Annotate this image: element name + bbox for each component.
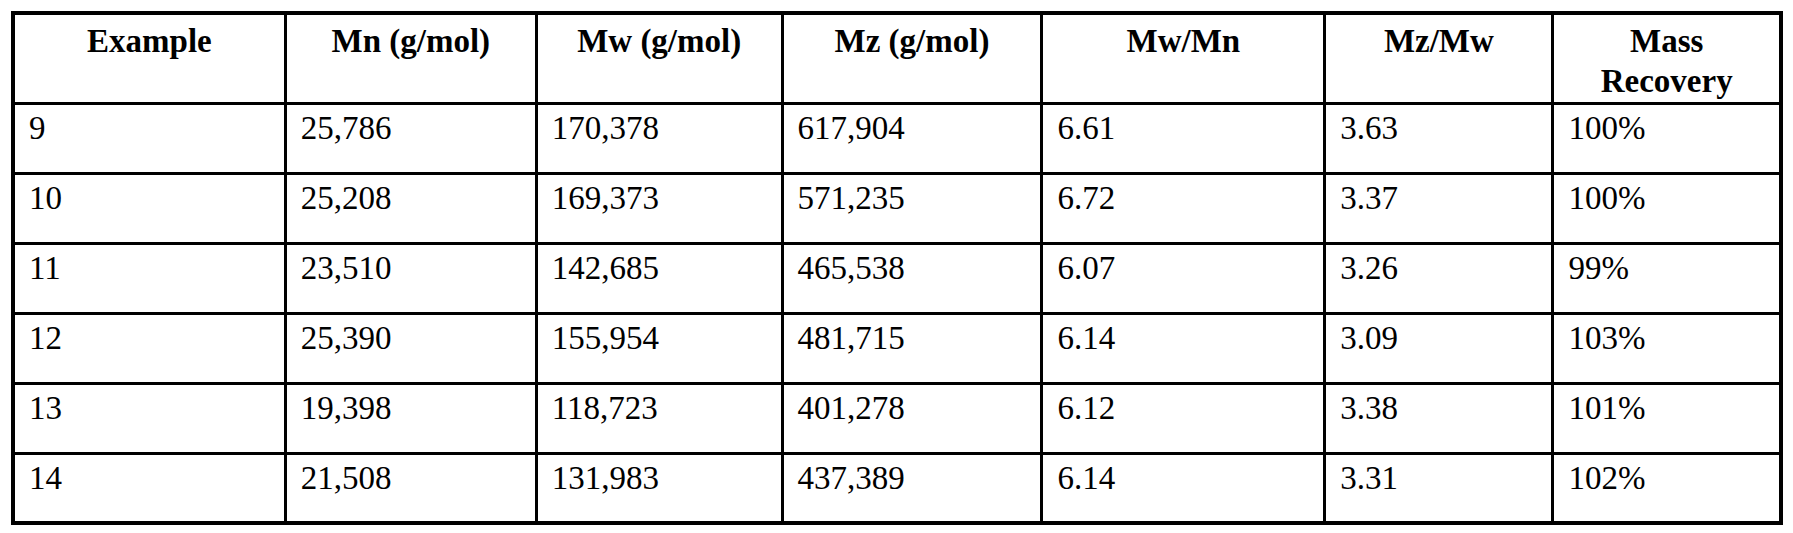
column-header-mn: Mn (g/mol) [285,13,536,103]
cell-mz-mw: 3.38 [1325,383,1553,453]
cell-mw-mn: 6.12 [1042,383,1325,453]
cell-mz: 481,715 [782,313,1042,383]
cell-mw-mn: 6.07 [1042,243,1325,313]
cell-example: 14 [13,453,285,523]
cell-mw: 170,378 [536,103,782,173]
cell-mn: 25,390 [285,313,536,383]
table-row-example-11: 11 23,510 142,685 465,538 6.07 3.26 99% [13,243,1781,313]
column-header-mz: Mz (g/mol) [782,13,1042,103]
cell-mz: 401,278 [782,383,1042,453]
cell-mass-recovery: 102% [1553,453,1781,523]
cell-mass-recovery: 101% [1553,383,1781,453]
cell-mz: 437,389 [782,453,1042,523]
cell-example: 13 [13,383,285,453]
cell-mw-mn: 6.72 [1042,173,1325,243]
table-row-example-13: 13 19,398 118,723 401,278 6.12 3.38 101% [13,383,1781,453]
column-header-example: Example [13,13,285,103]
table-header: Example Mn (g/mol) Mw (g/mol) Mz (g/mol)… [13,13,1781,103]
column-header-mass-recovery: Mass Recovery [1553,13,1781,103]
cell-mass-recovery: 100% [1553,173,1781,243]
cell-mz-mw: 3.37 [1325,173,1553,243]
cell-mw-mn: 6.61 [1042,103,1325,173]
column-header-mw-mn: Mw/Mn [1042,13,1325,103]
cell-mz: 465,538 [782,243,1042,313]
cell-mz-mw: 3.26 [1325,243,1553,313]
cell-example: 9 [13,103,285,173]
cell-mw-mn: 6.14 [1042,313,1325,383]
table-row-example-10: 10 25,208 169,373 571,235 6.72 3.37 100% [13,173,1781,243]
cell-mz-mw: 3.09 [1325,313,1553,383]
results-table: Example Mn (g/mol) Mw (g/mol) Mz (g/mol)… [11,11,1783,525]
cell-mw: 131,983 [536,453,782,523]
cell-mn: 25,786 [285,103,536,173]
cell-mz: 571,235 [782,173,1042,243]
column-header-mw: Mw (g/mol) [536,13,782,103]
cell-mass-recovery: 99% [1553,243,1781,313]
cell-mz-mw: 3.63 [1325,103,1553,173]
cell-mass-recovery: 103% [1553,313,1781,383]
cell-mass-recovery: 100% [1553,103,1781,173]
cell-mn: 25,208 [285,173,536,243]
document-page: Example Mn (g/mol) Mw (g/mol) Mz (g/mol)… [0,0,1793,533]
table-row-example-9: 9 25,786 170,378 617,904 6.61 3.63 100% [13,103,1781,173]
table-row-example-14: 14 21,508 131,983 437,389 6.14 3.31 102% [13,453,1781,523]
header-row: Example Mn (g/mol) Mw (g/mol) Mz (g/mol)… [13,13,1781,103]
table-body: 9 25,786 170,378 617,904 6.61 3.63 100% … [13,103,1781,523]
cell-example: 11 [13,243,285,313]
cell-mw: 142,685 [536,243,782,313]
cell-mn: 19,398 [285,383,536,453]
cell-mn: 21,508 [285,453,536,523]
cell-mw: 118,723 [536,383,782,453]
cell-mw: 169,373 [536,173,782,243]
cell-mz: 617,904 [782,103,1042,173]
cell-mz-mw: 3.31 [1325,453,1553,523]
table-row-example-12: 12 25,390 155,954 481,715 6.14 3.09 103% [13,313,1781,383]
cell-example: 10 [13,173,285,243]
cell-example: 12 [13,313,285,383]
cell-mn: 23,510 [285,243,536,313]
cell-mw: 155,954 [536,313,782,383]
column-header-mz-mw: Mz/Mw [1325,13,1553,103]
cell-mw-mn: 6.14 [1042,453,1325,523]
